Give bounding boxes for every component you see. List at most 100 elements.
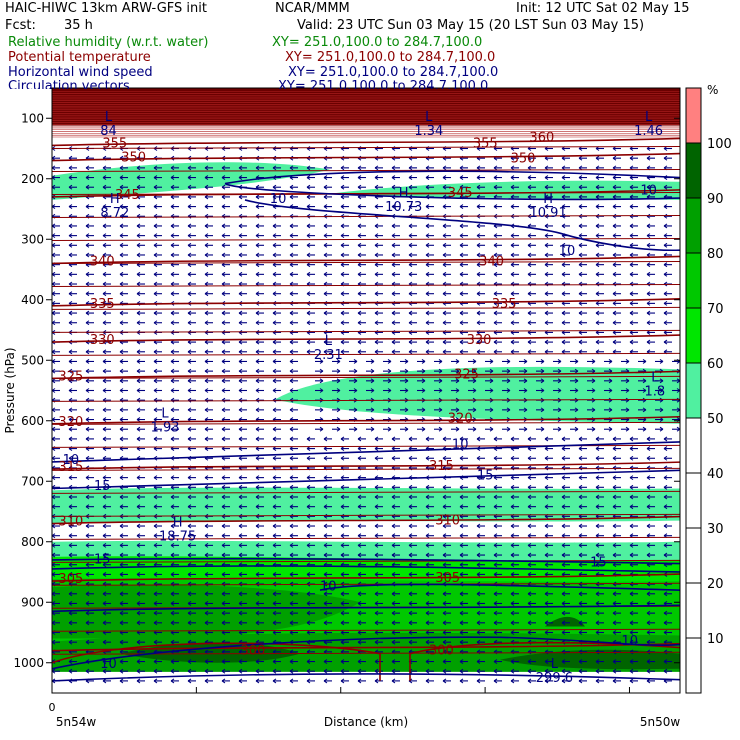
wind-vector-head: [306, 436, 311, 442]
wind-vector-head: [255, 339, 260, 345]
wind-vector-head: [85, 475, 90, 481]
wind-vector-head: [408, 252, 413, 258]
wind-vector-head: [408, 455, 413, 461]
wind-vector-head: [459, 320, 464, 326]
wind-vector-head: [527, 339, 532, 345]
wind-vector-head: [306, 610, 311, 616]
wind-vector-head: [663, 223, 668, 229]
wind-vector-head: [510, 552, 515, 558]
wind-vector-head: [374, 310, 379, 316]
wind-vector-head: [595, 668, 600, 674]
wind-contour-label: 10: [320, 579, 337, 594]
wind-vector-head: [136, 591, 141, 597]
x-end-label-right: 5n50w: [640, 715, 681, 729]
theta-contour-minor: [51, 168, 681, 172]
wind-vector-head: [170, 572, 175, 577]
wind-vector-head: [102, 504, 107, 510]
wind-vector-head: [557, 368, 562, 374]
wind-vector-head: [408, 184, 413, 190]
wind-vector-head: [595, 494, 600, 500]
wind-vector-head: [646, 504, 651, 510]
wind-vector-head: [646, 446, 651, 451]
wind-vector-head: [272, 533, 277, 539]
wind-vector-head: [510, 291, 515, 297]
wind-vector-head: [272, 252, 277, 258]
wind-vector-head: [238, 204, 243, 209]
wind-vector-head: [357, 262, 362, 268]
wind-vector-head: [493, 349, 498, 355]
wind-vector-head: [323, 252, 328, 258]
wind-vector-head: [510, 436, 515, 442]
wind-vector-head: [85, 242, 90, 248]
wind-vector-head: [204, 223, 209, 229]
wind-vector-head: [85, 359, 90, 364]
wind-vector-head: [629, 610, 634, 616]
wind-vector-head: [561, 194, 566, 200]
wind-vector-head: [68, 552, 73, 558]
wind-vector-head: [119, 175, 124, 180]
wind-vector-head: [438, 359, 443, 364]
wind-vector-head: [561, 446, 566, 451]
wind-vector-head: [629, 601, 634, 606]
wind-vector-head: [136, 310, 141, 316]
wind-vector-head: [153, 494, 158, 500]
wind-vector-head: [612, 300, 617, 306]
wind-vector-head: [425, 223, 430, 229]
theta-contour-label: 305: [58, 572, 83, 587]
wind-vector-head: [561, 252, 566, 258]
wind-vector-head: [187, 223, 192, 229]
wind-vector-head: [357, 310, 362, 316]
wind-vector-head: [221, 494, 226, 500]
wind-vector-head: [102, 542, 107, 548]
wind-vector-head: [595, 523, 600, 529]
wind-vector-head: [442, 223, 447, 229]
wind-vector-head: [306, 484, 311, 490]
wind-vector-head: [425, 494, 430, 500]
wind-vector-head: [659, 407, 664, 413]
wind-vector-head: [204, 504, 209, 510]
wind-vector-head: [255, 523, 260, 529]
wind-vector-head: [272, 242, 277, 248]
wind-vector-head: [442, 552, 447, 558]
wind-vector-head: [187, 242, 192, 248]
wind-vector-head: [238, 339, 243, 345]
wind-vector-head: [102, 378, 107, 384]
extremum-marker: L: [161, 407, 169, 422]
wind-vector-head: [438, 426, 443, 432]
y-tick-label: 900: [21, 595, 44, 609]
wind-vector-head: [187, 368, 192, 374]
wind-vector-head: [323, 504, 328, 510]
wind-vector-head: [408, 523, 413, 529]
wind-vector-head: [272, 223, 277, 229]
wind-vector-head: [85, 601, 90, 606]
wind-vector-head: [272, 475, 277, 481]
colorbar-frame: [685, 87, 702, 694]
wind-vector-head: [323, 484, 328, 490]
wind-vector-head: [578, 562, 583, 568]
wind-vector-head: [170, 223, 175, 229]
wind-vector-head: [272, 494, 277, 500]
wind-vector-head: [221, 242, 226, 248]
wind-vector-head: [353, 426, 358, 432]
theta-contour-minor: [51, 283, 681, 287]
colorbar-cell: [686, 528, 701, 583]
wind-vector-head: [472, 368, 477, 374]
wind-vector-head: [646, 223, 651, 229]
wind-vector-head: [68, 533, 73, 539]
wind-vector-head: [493, 484, 498, 490]
extremum-value: 299.6: [536, 671, 573, 686]
wind-vector-head: [119, 678, 124, 684]
wind-vector-head: [527, 242, 532, 248]
wind-vector-head: [370, 368, 375, 374]
wind-vector-head: [357, 291, 362, 297]
wind-vector-head: [68, 417, 73, 422]
wind-vector-head: [442, 620, 447, 626]
wind-vector-head: [629, 223, 634, 229]
wind-vector-head: [204, 271, 209, 277]
wind-vector-head: [255, 407, 260, 413]
wind-vector-head: [472, 388, 477, 393]
y-tick-label: 700: [21, 474, 44, 488]
wind-vector-head: [340, 572, 345, 577]
wind-vector-head: [119, 620, 124, 626]
